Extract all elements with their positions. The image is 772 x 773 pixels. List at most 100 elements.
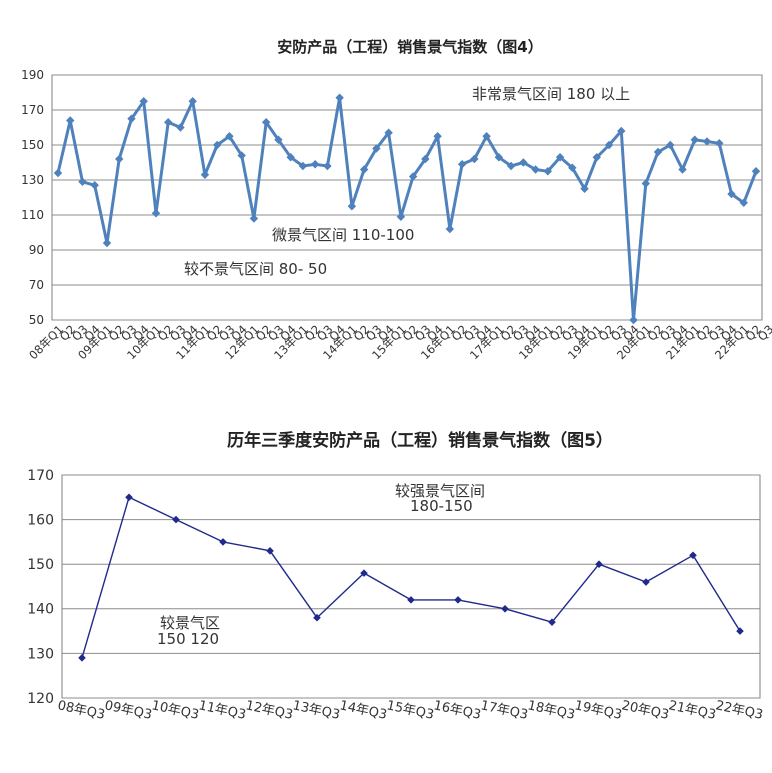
- c4-data-point: [519, 158, 528, 167]
- c4-y-tick-label: 50: [29, 313, 44, 327]
- c4-data-point: [408, 172, 418, 181]
- c4-data-point: [445, 224, 455, 234]
- c5-data-point: [172, 515, 180, 524]
- c4-data-point: [617, 126, 626, 136]
- c5-data-point: [78, 654, 86, 662]
- c4-data-point: [543, 167, 553, 176]
- c5-x-tick-label: 09年Q3: [103, 698, 153, 723]
- c4-data-point: [580, 184, 589, 193]
- c4-data-point: [127, 114, 136, 123]
- c5-x-tick-label: 17年Q3: [479, 698, 529, 723]
- c5-data-point: [313, 613, 321, 622]
- c4-data-point: [298, 161, 308, 171]
- c4-data-point: [727, 189, 736, 199]
- c4-data-point: [102, 238, 112, 248]
- c4-data-point: [666, 140, 675, 150]
- c5-data-point: [407, 596, 415, 604]
- c4-data-point: [433, 132, 442, 141]
- c4-data-point: [555, 153, 565, 162]
- c5-y-tick-label: 150: [27, 557, 54, 573]
- c5-x-tick-label: 15年Q3: [385, 698, 435, 723]
- c4-data-point: [494, 153, 504, 162]
- c4-data-point: [715, 139, 724, 148]
- c4-data-point: [592, 153, 602, 162]
- annotation-strong-prosperous: 较强景气区间: [395, 482, 485, 500]
- c5-x-tick-label: 14年Q3: [338, 698, 388, 723]
- c4-data-point: [470, 154, 479, 164]
- c5-x-tick-label: 22年Q3: [714, 698, 764, 723]
- c4-data-point: [274, 135, 283, 144]
- c4-data-point: [359, 165, 369, 174]
- c4-data-point: [653, 147, 663, 157]
- c5-x-tick-label: 08年Q3: [56, 698, 106, 723]
- annotation-strong-prosperous-range: 180-150: [410, 497, 473, 515]
- c4-data-point: [90, 181, 99, 190]
- c4-data-point: [176, 123, 185, 132]
- c5-data-point: [548, 618, 556, 626]
- c4-data-point: [237, 151, 246, 160]
- c4-data-point: [115, 154, 124, 164]
- c5-data-point: [736, 627, 744, 635]
- c4-data-point: [347, 202, 357, 211]
- chart-4-x-ticks: 08年Q1Q2Q3Q409年Q1Q2Q3Q410年Q1Q2Q3Q411年Q1Q2…: [26, 322, 772, 362]
- chart-4-sales-index: 安防产品（工程）销售景气指数（图4） 50 70 90 110 130 150 170 190…: [21, 38, 772, 362]
- chart-5-q3-sales-index: 历年三季度安防产品（工程）销售景气指数（图5） 1201301401501601…: [27, 430, 764, 723]
- c5-x-tick-label: 19年Q3: [573, 698, 623, 723]
- c5-y-tick-label: 160: [27, 513, 54, 529]
- c4-data-point: [335, 93, 344, 102]
- c4-data-point: [396, 212, 406, 221]
- c5-data-point: [501, 605, 509, 613]
- c5-data-point: [689, 551, 697, 560]
- c4-data-point: [690, 135, 699, 144]
- c4-data-point: [188, 97, 197, 106]
- c5-x-tick-label: 10年Q3: [150, 698, 200, 723]
- chart-4-title: 安防产品（工程）销售景气指数（图4）: [277, 38, 542, 56]
- annotation-slightly-prosperous: 微景气区间 110-100: [272, 226, 414, 244]
- c4-data-point: [531, 165, 540, 174]
- c4-data-point: [151, 209, 161, 218]
- c4-y-tick-label: 170: [21, 103, 44, 117]
- c5-data-point: [642, 578, 650, 586]
- c4-data-point: [164, 118, 173, 127]
- c4-data-point: [568, 163, 577, 172]
- c5-data-point: [219, 538, 227, 546]
- c4-y-tick-label: 130: [21, 173, 44, 187]
- c4-data-point: [739, 198, 748, 207]
- c4-data-point: [139, 97, 148, 106]
- c4-data-point: [421, 154, 430, 164]
- c4-x-tick-label: 08年Q1: [26, 322, 66, 362]
- c4-data-point: [629, 315, 638, 325]
- c4-data-point: [200, 170, 210, 179]
- c5-x-tick-label: 18年Q3: [526, 698, 576, 723]
- annotation-very-prosperous: 非常景气区间 180 以上: [472, 85, 630, 103]
- chart-4-series-line: [56, 96, 758, 322]
- c4-data-point: [384, 128, 393, 137]
- c4-data-point: [323, 161, 332, 171]
- c5-y-tick-label: 170: [27, 468, 54, 484]
- c4-data-point: [286, 153, 295, 162]
- c4-data-point: [678, 165, 687, 174]
- c4-x-tick-label: Q3: [755, 322, 772, 343]
- c4-data-point: [66, 116, 75, 125]
- chart-5-title: 历年三季度安防产品（工程）销售景气指数（图5）: [227, 430, 613, 451]
- c4-data-point: [225, 132, 234, 141]
- c4-data-point: [249, 214, 259, 223]
- c4-data-point: [212, 140, 222, 150]
- c4-data-point: [261, 118, 271, 127]
- c4-y-tick-label: 190: [21, 68, 44, 82]
- c5-y-tick-label: 140: [27, 602, 54, 618]
- c5-data-point: [266, 547, 274, 555]
- c5-x-tick-label: 11年Q3: [197, 698, 247, 723]
- c5-data-point: [595, 560, 603, 568]
- chart-4-y-ticks: 50 70 90 110 130 150 170 190: [21, 68, 44, 327]
- c5-x-tick-label: 20年Q3: [620, 698, 670, 723]
- c4-y-tick-label: 150: [21, 138, 44, 152]
- annotation-less-prosperous: 较不景气区间 80- 50: [184, 260, 327, 278]
- c5-data-point: [454, 596, 462, 604]
- c4-data-point: [78, 177, 87, 186]
- c4-data-point: [506, 161, 516, 171]
- c4-data-point: [372, 144, 381, 153]
- c4-y-tick-label: 70: [29, 278, 44, 292]
- c5-y-tick-label: 130: [27, 646, 54, 662]
- c4-data-point: [702, 137, 712, 146]
